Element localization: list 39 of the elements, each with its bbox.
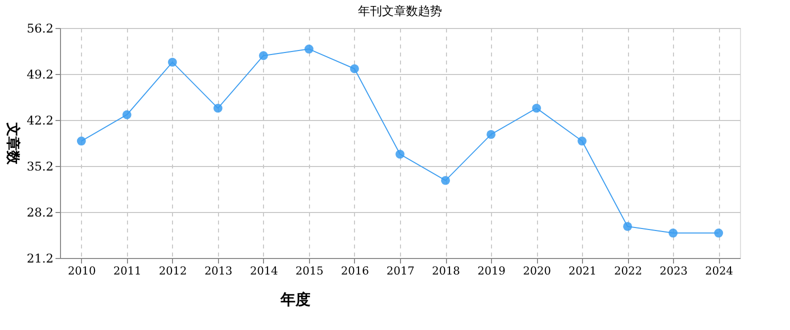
x-tick-label: 2012 — [158, 264, 187, 278]
x-tick-label: 2018 — [432, 264, 460, 278]
x-tick-label: 2022 — [614, 264, 642, 278]
point — [213, 104, 222, 113]
x-tick-label: 2016 — [340, 264, 369, 278]
y-tick-label: 56.2 — [26, 22, 54, 36]
x-tick-label: 2017 — [386, 264, 414, 278]
point — [668, 228, 678, 238]
x-tick-label: 2015 — [295, 264, 324, 278]
y-tick-label: 49.2 — [26, 68, 54, 82]
point — [76, 136, 86, 146]
point — [304, 44, 314, 54]
point — [532, 104, 542, 113]
point — [441, 176, 450, 185]
x-tick-label: 2024 — [705, 264, 734, 278]
y-tick-label: 28.2 — [26, 206, 54, 220]
x-tick-label: 2023 — [660, 264, 688, 278]
point — [350, 64, 359, 74]
point — [122, 110, 132, 120]
point — [623, 222, 632, 231]
point — [258, 51, 268, 60]
x-tick-label: 2019 — [478, 264, 506, 278]
y-tick-label: 35.2 — [26, 160, 54, 174]
point — [396, 150, 404, 159]
y-axis-title: 文章数 — [4, 122, 22, 166]
x-tick-label: 2021 — [568, 264, 597, 278]
point — [486, 130, 496, 139]
x-tick-label: 2020 — [523, 264, 552, 278]
chart-title: 年刊文章数趋势 — [358, 4, 442, 18]
point — [714, 228, 724, 238]
point — [168, 58, 177, 67]
y-tick-label: 42.2 — [26, 114, 54, 128]
x-tick-label: 2014 — [250, 264, 278, 278]
x-axis-title: 年度 — [280, 290, 310, 308]
point — [578, 136, 587, 146]
x-tick-label: 2013 — [204, 264, 232, 278]
x-tick-label: 2010 — [68, 264, 96, 278]
y-tick-label: 21.2 — [26, 252, 54, 266]
x-tick-label: 2011 — [113, 264, 142, 278]
